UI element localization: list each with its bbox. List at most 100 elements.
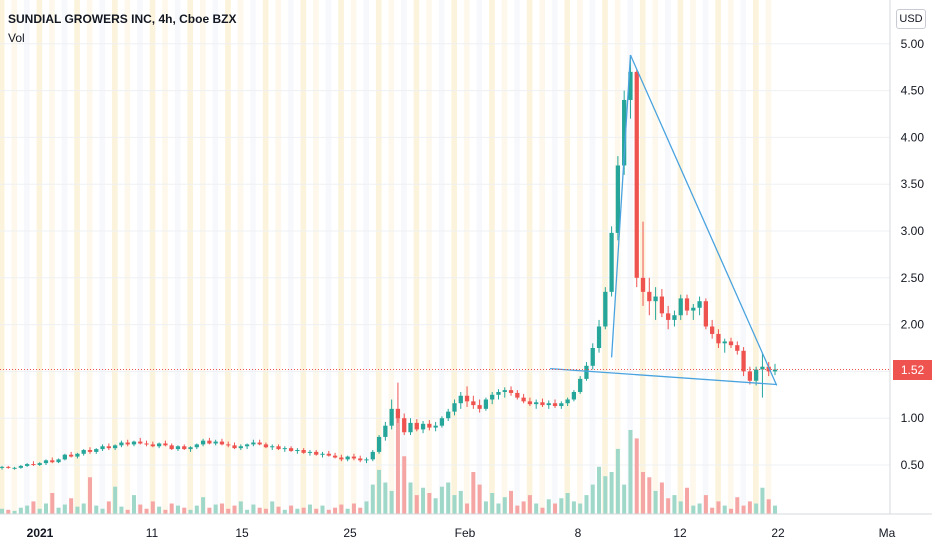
candle-body: [106, 446, 111, 449]
candle-body: [56, 459, 61, 463]
candle-body: [68, 454, 74, 457]
time-tick-label: 11: [146, 526, 159, 540]
candle-body: [760, 366, 765, 370]
session-band: [438, 0, 445, 514]
volume-bar: [226, 508, 231, 514]
volume-bar: [232, 505, 237, 514]
candle-body: [100, 446, 105, 450]
price-tick-label: 5.00: [901, 37, 925, 51]
session-band: [111, 0, 118, 514]
candle-body: [515, 392, 520, 398]
volume-bar: [358, 507, 363, 514]
candle-body: [647, 291, 652, 302]
time-tick-label: 12: [673, 526, 687, 540]
volume-bar: [527, 495, 532, 514]
volume-bar: [263, 508, 268, 514]
price-tick-label: 2.00: [901, 318, 925, 332]
candle-body: [420, 423, 426, 430]
time-tick-label: 22: [771, 526, 785, 540]
candle-body: [389, 408, 394, 426]
candle-body: [439, 418, 445, 426]
volume-bar: [653, 490, 658, 514]
volume-bar: [125, 509, 130, 514]
candle-body: [213, 441, 218, 444]
volume-bars: [0, 409, 778, 514]
symbol-title[interactable]: SUNDIAL GROWERS INC, 4h, Cboe BZX: [8, 12, 237, 26]
volume-bar: [395, 409, 400, 514]
volume-bar: [502, 497, 507, 514]
candle-body: [144, 443, 149, 445]
candle-body: [534, 402, 539, 405]
candle-body: [200, 440, 206, 445]
volume-indicator-label[interactable]: Vol: [8, 31, 25, 45]
candle-body: [603, 291, 608, 327]
volume-bar: [691, 505, 696, 514]
currency-badge[interactable]: USD: [896, 9, 926, 29]
candle-body: [75, 453, 80, 457]
candle-body: [150, 444, 155, 447]
candle-body: [339, 457, 344, 460]
candle-body: [0, 466, 5, 468]
session-band: [36, 0, 43, 514]
candle-body: [326, 453, 331, 456]
candle-body: [408, 422, 413, 433]
volume-bar: [471, 472, 476, 514]
volume-bar: [31, 501, 36, 514]
volume-bar: [427, 493, 432, 514]
volume-bar: [62, 504, 67, 514]
candle-body: [672, 315, 677, 320]
session-band: [124, 0, 131, 514]
candle-body: [119, 442, 124, 446]
chart-legend: SUNDIAL GROWERS INC, 4h, Cboe BZX Vol: [8, 10, 236, 48]
session-band: [23, 0, 30, 514]
volume-bar: [345, 508, 350, 514]
candle-body: [666, 313, 671, 320]
candle-body: [772, 369, 778, 372]
candle-body: [62, 454, 67, 460]
candle-body: [590, 348, 595, 366]
candle-body: [527, 401, 533, 405]
candle-body: [6, 466, 11, 468]
volume-bar: [87, 477, 92, 514]
candle-body: [697, 301, 702, 308]
volume-bar: [219, 503, 224, 514]
time-scale-bg: [0, 514, 932, 550]
volume-bar: [169, 503, 174, 514]
candle-body: [684, 298, 690, 311]
candle-body: [678, 298, 683, 316]
volume-bar: [496, 503, 501, 514]
session-band: [715, 0, 721, 514]
volume-bar: [351, 503, 356, 514]
volume-bar: [175, 505, 180, 514]
time-tick-label: 25: [343, 526, 357, 540]
session-band: [652, 0, 659, 514]
session-band: [74, 0, 80, 514]
session-band: [740, 0, 747, 514]
volume-bar: [276, 506, 281, 514]
volume-bar: [465, 503, 470, 514]
volume-bar: [603, 476, 608, 514]
volume-bar: [0, 508, 5, 514]
time-tick-label: 8: [575, 526, 582, 540]
session-band: [564, 0, 571, 514]
session-band: [149, 0, 156, 514]
candle-body: [194, 444, 199, 448]
volume-bar: [634, 438, 639, 514]
candle-body: [314, 451, 319, 455]
candle-body: [376, 436, 382, 452]
volume-bar: [144, 508, 149, 514]
candle-body: [584, 365, 589, 379]
session-band: [489, 0, 495, 514]
candle-body: [477, 405, 482, 409]
candle-body: [640, 277, 646, 292]
candle-body: [332, 455, 338, 458]
volume-bar: [685, 487, 690, 514]
volume-bar: [301, 507, 306, 514]
session-band: [627, 0, 633, 514]
volume-bar: [282, 509, 287, 514]
volume-bar: [182, 507, 187, 514]
session-band: [225, 0, 231, 514]
candle-body: [182, 446, 187, 450]
session-band: [86, 0, 93, 514]
